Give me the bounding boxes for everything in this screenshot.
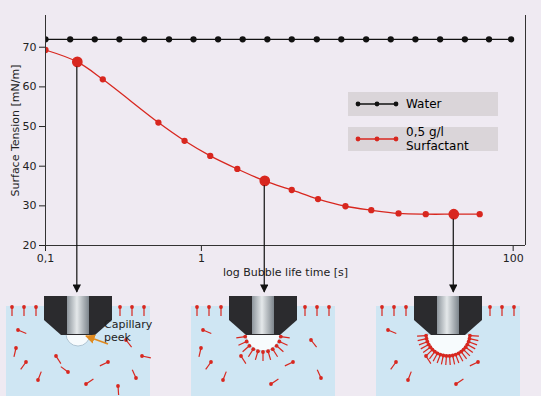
svg-text:log Bubble life time [s]: log Bubble life time [s]	[223, 266, 348, 279]
html-text:0,5 g/l Surfactant: 0,5 g/l Surfactant	[406, 125, 469, 153]
svg-text:40: 40	[23, 160, 37, 173]
svg-text:Capillarypeek: Capillarypeek	[104, 318, 153, 344]
svg-text:100: 100	[503, 252, 524, 265]
svg-text:0,1: 0,1	[37, 252, 55, 265]
svg-text:20: 20	[23, 239, 37, 252]
svg-text:30: 30	[23, 199, 37, 212]
svg-text:60: 60	[23, 80, 37, 93]
html-text:Water: Water	[406, 97, 442, 111]
svg-text:70: 70	[23, 41, 37, 54]
svg-text:Surface Tension [mN/m]: Surface Tension [mN/m]	[9, 65, 22, 197]
svg-text:50: 50	[23, 120, 37, 133]
svg-text:1: 1	[198, 252, 205, 265]
